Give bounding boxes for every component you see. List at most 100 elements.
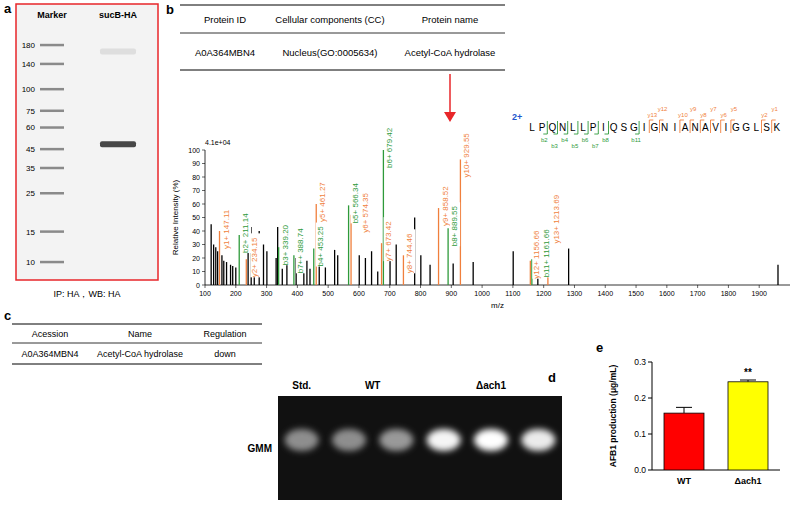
peak-label: b8+ 889.55: [450, 205, 459, 246]
peak-label: y7+ 673.42: [384, 221, 393, 261]
marker-label: 35: [26, 164, 35, 173]
peak-label: y6+ 574.35: [361, 192, 370, 232]
sample-band: [100, 49, 136, 55]
y-ion-bracket: [660, 120, 664, 133]
y-tick-label: 100: [188, 147, 200, 154]
y-ion-label: y7: [710, 106, 717, 112]
b-ion-label: b8: [602, 137, 609, 143]
x-axis: [205, 285, 790, 286]
peak: [313, 249, 314, 285]
y-tick-label: 0: [196, 282, 200, 289]
y-tick: [202, 204, 205, 205]
x-tick: [389, 285, 390, 288]
table-header: Name: [128, 329, 152, 339]
ladder-band: [40, 88, 64, 91]
lane-label: Marker: [37, 10, 67, 20]
x-tick-label: 100: [199, 290, 211, 297]
x-tick-label: 200: [230, 290, 242, 297]
peak: [278, 247, 279, 285]
peak: [371, 251, 372, 285]
tlc-spot: [427, 429, 461, 451]
y-tick-label: 50: [192, 214, 200, 221]
label-patch: [462, 129, 472, 177]
marker-label: 10: [26, 258, 35, 267]
x-tick: [451, 285, 452, 288]
peak: [219, 231, 220, 285]
label-patch: [250, 233, 260, 277]
x-tick-label: 1300: [567, 290, 583, 297]
table-cell: A0A364MBN4: [195, 47, 255, 58]
y-ion-bracket: [772, 120, 776, 133]
y-ion-label: y9: [690, 106, 697, 112]
x-tick: [605, 285, 606, 288]
peak: [275, 258, 276, 285]
peak: [403, 255, 404, 285]
x-tick-label: 1000: [474, 290, 490, 297]
x-tick-label: 900: [445, 290, 457, 297]
x-tick-label: 1900: [751, 290, 767, 297]
peak-label: b7++ 388.74: [296, 228, 305, 273]
tlc-spot: [521, 429, 555, 451]
y-tick: [648, 470, 652, 471]
x-tick-label: WT: [677, 476, 691, 486]
error-bar: [684, 407, 685, 413]
y-tick: [648, 362, 652, 363]
ladder-band: [40, 126, 64, 129]
y-ion-bracket: [711, 120, 715, 133]
b-ion-bracket: [564, 121, 568, 134]
y-ion-label: y12: [658, 106, 668, 112]
peak: [263, 245, 264, 286]
x-tick-label: 1200: [536, 290, 552, 297]
peak: [453, 263, 454, 285]
table-rule: [180, 5, 505, 6]
b-ion-label: b3: [551, 143, 558, 149]
peak: [226, 262, 227, 285]
peak-label: b3+ 339.20: [281, 224, 290, 265]
peak-label: y1+ 147.11: [222, 209, 231, 249]
y-ion-label: y13: [647, 112, 657, 118]
b-ion-label: b2: [541, 137, 548, 143]
b-ion-bracket: [584, 121, 588, 134]
peak-label: y8+ 744.46: [405, 233, 414, 273]
y-ion-label: y10: [678, 112, 688, 118]
scale-label: 4.1e+04: [205, 139, 231, 146]
figure: aMarkersucB-HA18014010075604535251510IP:…: [0, 0, 800, 517]
peak: [396, 245, 397, 286]
lane-label: Δach1: [476, 380, 506, 391]
x-tick: [574, 285, 575, 288]
y-ion-label: y8: [700, 112, 707, 118]
ladder-band: [40, 63, 64, 65]
b-ion-label: b4: [561, 137, 568, 143]
peak: [239, 235, 240, 285]
table-rule: [12, 324, 262, 325]
y-tick-label: 70: [192, 187, 200, 194]
marker-label: 25: [26, 189, 35, 198]
ladder-band: [40, 148, 64, 151]
peak-label: y2+ 234.15: [250, 237, 259, 277]
x-tick-label: 1700: [690, 290, 706, 297]
y-ion-bracket: [762, 120, 766, 133]
peak: [447, 228, 448, 285]
peak: [211, 224, 212, 285]
bar: [664, 413, 704, 470]
peak: [217, 251, 218, 285]
peak: [306, 261, 307, 285]
ladder-band: [40, 192, 64, 195]
peak: [213, 245, 214, 286]
label-patch: [384, 217, 394, 261]
axis-title: AFB1 production (μg/mL): [608, 365, 618, 468]
table-cell: down: [214, 349, 236, 359]
y-ion-bracket: [690, 120, 694, 133]
x-tick-label: 1600: [659, 290, 675, 297]
table-rule: [12, 364, 262, 365]
y-tick-label: 0.0: [634, 465, 646, 475]
table-cell: Nucleus(GO:0005634): [282, 47, 377, 58]
y-tick: [648, 434, 652, 435]
y-tick: [202, 231, 205, 232]
x-tick: [666, 285, 667, 288]
ladder-band: [40, 110, 64, 113]
error-cap: [676, 407, 692, 408]
y-tick-label: 30: [192, 241, 200, 248]
b-ion-label: b11: [631, 137, 641, 143]
label-patch: [532, 226, 542, 279]
